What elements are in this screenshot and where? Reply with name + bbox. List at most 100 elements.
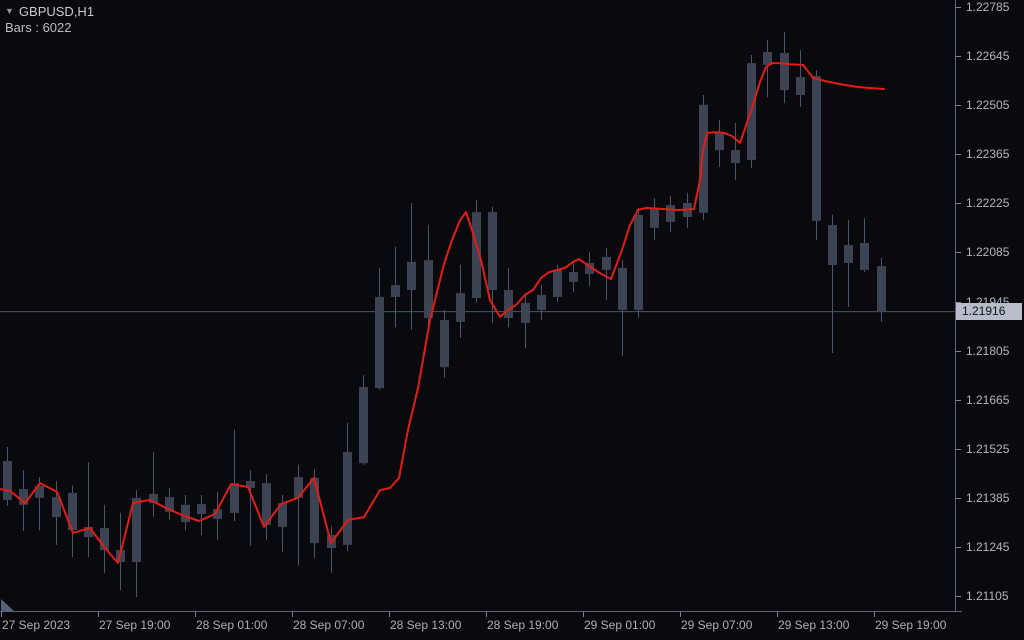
- price-tick: [955, 7, 961, 8]
- candle-body: [553, 269, 562, 297]
- price-tick-label: 1.21525: [966, 442, 1010, 456]
- candle-body: [472, 212, 481, 299]
- price-tick-label: 1.22225: [966, 196, 1010, 210]
- price-tick: [955, 449, 961, 450]
- price-tick: [955, 203, 961, 204]
- time-tick: [777, 612, 778, 617]
- time-tick: [98, 612, 99, 617]
- time-tick-label: 29 Sep 07:00: [681, 618, 753, 632]
- candle-body: [440, 320, 449, 368]
- candle-body: [100, 527, 109, 551]
- candle-body: [666, 205, 675, 222]
- bars-count-label: Bars : 6022: [5, 20, 72, 35]
- candle-body: [796, 77, 805, 96]
- candle-body: [246, 481, 255, 489]
- candle-body: [19, 489, 28, 505]
- history-start-triangle-icon: [1, 599, 14, 611]
- chevron-down-icon[interactable]: ▼: [5, 6, 14, 16]
- candle-body: [488, 212, 497, 290]
- price-tick-label: 1.21105: [966, 589, 1009, 603]
- price-tick: [955, 351, 961, 352]
- time-tick: [1, 612, 2, 617]
- symbol-period-label: GBPUSD,H1: [18, 4, 95, 19]
- price-tick-label: 1.21665: [966, 393, 1010, 407]
- price-tick-label: 1.22365: [966, 147, 1010, 161]
- price-tick: [955, 56, 961, 57]
- candle-body: [456, 293, 465, 322]
- time-tick-label: 27 Sep 19:00: [99, 618, 171, 632]
- price-tick: [955, 252, 961, 253]
- candle-body: [521, 302, 530, 323]
- time-tick-label: 28 Sep 13:00: [390, 618, 462, 632]
- candle-body: [715, 131, 724, 151]
- candle-body: [181, 504, 190, 523]
- time-tick-label: 29 Sep 13:00: [778, 618, 850, 632]
- price-tick: [955, 596, 961, 597]
- time-tick-label: 29 Sep 01:00: [584, 618, 656, 632]
- candle-body: [812, 76, 821, 221]
- price-tick-label: 1.22785: [966, 0, 1010, 14]
- candle-body: [602, 256, 611, 270]
- candle-body: [537, 294, 546, 310]
- price-tick-label: 1.22085: [966, 245, 1010, 259]
- candle-body: [877, 266, 886, 312]
- candle-body: [634, 214, 643, 310]
- current-price-badge: 1.21916: [956, 303, 1022, 320]
- candle-body: [343, 451, 352, 545]
- candle-body: [52, 497, 61, 518]
- candle-body: [699, 104, 708, 213]
- price-tick: [955, 498, 961, 499]
- candle-body: [391, 285, 400, 297]
- candle-body: [132, 497, 141, 562]
- price-axis-border: [955, 0, 956, 612]
- candle-body: [585, 262, 594, 274]
- price-chart[interactable]: [0, 0, 956, 612]
- candle-body: [569, 272, 578, 282]
- time-axis-border: [0, 611, 962, 612]
- candle-body: [278, 503, 287, 527]
- time-tick: [486, 612, 487, 617]
- price-tick-label: 1.21805: [966, 344, 1010, 358]
- ma-line: [0, 62, 885, 564]
- time-tick: [874, 612, 875, 617]
- candle-body: [294, 477, 303, 498]
- candle-body: [197, 504, 206, 514]
- candle-body: [650, 207, 659, 228]
- candle-body: [149, 493, 158, 504]
- candle-body: [3, 461, 12, 500]
- candle-body: [504, 289, 513, 318]
- candle-body: [310, 477, 319, 544]
- candle-body: [780, 52, 789, 91]
- candle-body: [375, 296, 384, 389]
- price-tick-label: 1.21385: [966, 491, 1010, 505]
- price-tick: [955, 547, 961, 548]
- candle-body: [68, 492, 77, 531]
- candle-body: [213, 509, 222, 519]
- candle-body: [860, 242, 869, 270]
- price-tick: [955, 302, 961, 303]
- price-tick: [955, 400, 961, 401]
- price-tick-label: 1.21245: [966, 540, 1010, 554]
- price-tick-label: 1.22505: [966, 98, 1010, 112]
- time-tick: [680, 612, 681, 617]
- time-tick: [389, 612, 390, 617]
- time-tick-label: 27 Sep 2023: [2, 618, 71, 632]
- candle-body: [424, 260, 433, 318]
- candle-body: [618, 267, 627, 310]
- price-tick: [955, 154, 961, 155]
- candle-body: [35, 485, 44, 498]
- candle-body: [230, 483, 239, 513]
- candle-body: [844, 245, 853, 263]
- price-tick: [955, 105, 961, 106]
- time-tick-label: 28 Sep 01:00: [196, 618, 268, 632]
- time-tick: [195, 612, 196, 617]
- candle-body: [359, 387, 368, 464]
- candle-body: [731, 150, 740, 164]
- time-tick-label: 28 Sep 07:00: [293, 618, 365, 632]
- candle-body: [828, 225, 837, 266]
- price-tick-label: 1.21945: [966, 295, 1010, 309]
- chart-header: ▼ GBPUSD,H1 Bars : 6022: [5, 4, 94, 36]
- price-tick-label: 1.22645: [966, 49, 1010, 63]
- time-tick: [583, 612, 584, 617]
